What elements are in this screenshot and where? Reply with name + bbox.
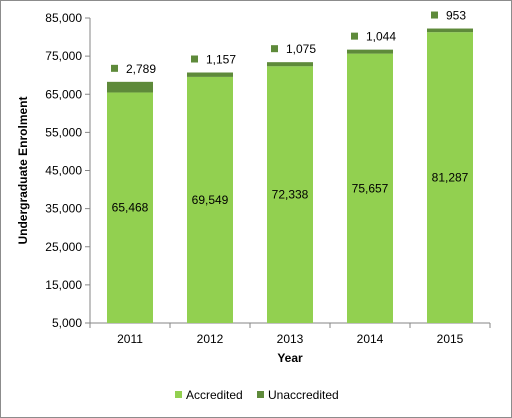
- bar-unaccredited: [187, 72, 233, 77]
- y-tick-label: 85,000: [45, 11, 82, 25]
- y-tick-label: 45,000: [45, 164, 82, 178]
- legend-unaccredited-swatch: [257, 391, 264, 398]
- y-tick-label: 65,000: [45, 87, 82, 101]
- data-label-accredited: 72,338: [272, 188, 309, 202]
- bar-unaccredited: [267, 62, 313, 67]
- bar-unaccredited: [107, 81, 153, 93]
- x-tick-label: 2012: [197, 332, 224, 346]
- data-label-unaccredited: 1,157: [206, 52, 236, 66]
- data-label-marker: [271, 45, 278, 53]
- data-label-marker: [111, 64, 118, 72]
- bar-accredited: [187, 76, 233, 323]
- legend-accredited-label: Accredited: [186, 388, 243, 402]
- data-label-unaccredited: 1,075: [286, 42, 316, 56]
- x-tick-label: 2013: [277, 332, 304, 346]
- data-label-unaccredited: 2,789: [126, 62, 156, 76]
- y-axis-title: Undergraduate Enrolment: [16, 96, 30, 244]
- data-label-marker: [351, 32, 358, 40]
- bar-accredited: [427, 32, 473, 323]
- x-tick-label: 2014: [357, 332, 384, 346]
- y-tick-label: 5,000: [52, 316, 82, 330]
- data-labels: 65,468 2,789 69,549 1,157 72,338 1,075 75,657 1…: [111, 9, 469, 215]
- data-label-accredited: 75,657: [352, 181, 389, 195]
- legend-accredited-swatch: [175, 391, 182, 398]
- x-axis-title: Year: [277, 351, 303, 365]
- data-label-marker: [191, 55, 198, 63]
- y-tick-label: 75,000: [45, 49, 82, 63]
- bar-accredited: [107, 92, 153, 323]
- data-label-accredited: 81,287: [432, 171, 469, 185]
- bar-unaccredited: [427, 28, 473, 33]
- y-tick-label: 35,000: [45, 202, 82, 216]
- bar-accredited: [347, 53, 393, 324]
- bar-accredited: [267, 66, 313, 324]
- data-label-accredited: 69,549: [192, 193, 229, 207]
- legend: Accredited Unaccredited: [175, 388, 339, 402]
- data-label-marker: [431, 11, 438, 19]
- bar-unaccredited: [347, 49, 393, 54]
- y-tick-label: 25,000: [45, 240, 82, 254]
- x-axis: 2011 2012 2013 2014 2015: [89, 322, 491, 346]
- y-tick-label: 15,000: [45, 278, 82, 292]
- data-label-unaccredited: 953: [446, 9, 466, 23]
- x-tick-label: 2015: [437, 332, 464, 346]
- bars: [107, 28, 473, 324]
- legend-unaccredited-label: Unaccredited: [268, 388, 339, 402]
- x-tick-label: 2011: [117, 332, 143, 346]
- data-label-unaccredited: 1,044: [366, 30, 396, 44]
- y-axis: 5,000 15,000 25,000 35,000 45,000 55,000 65,00…: [45, 11, 91, 330]
- data-label-accredited: 65,468: [112, 201, 149, 215]
- y-tick-label: 55,000: [45, 125, 82, 139]
